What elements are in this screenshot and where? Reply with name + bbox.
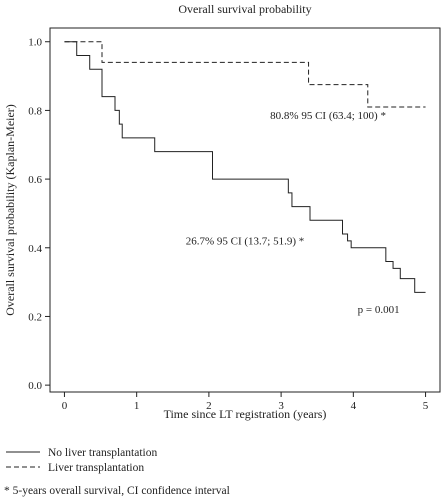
- x-axis-label: Time since LT registration (years): [164, 407, 327, 421]
- legend-label: No liver transplantation: [48, 447, 157, 459]
- legend-label: Liver transplantation: [48, 462, 144, 474]
- footnote: * 5-years overall survival, CI confidenc…: [4, 485, 230, 497]
- x-tick-label: 5: [423, 400, 429, 412]
- series-layer: [64, 41, 426, 293]
- y-tick-label: 0.4: [28, 243, 42, 255]
- x-tick-label: 1: [134, 400, 140, 412]
- y-tick-label: 0.6: [28, 174, 42, 186]
- y-axis: 0.0 0.2 0.4 0.6 0.8 1.0: [28, 37, 50, 392]
- y-tick-label: 1.0: [28, 37, 42, 49]
- annotation-label: 80.8% 95 CI (63.4; 100) *: [270, 110, 386, 122]
- y-tick-label: 0.8: [28, 105, 42, 117]
- series-line-liver-transplantation: [64, 41, 426, 108]
- y-tick-label: 0.0: [28, 380, 42, 392]
- annotation-label: p = 0.001: [358, 304, 400, 316]
- annotation-layer: 80.8% 95 CI (63.4; 100) * 26.7% 95 CI (13…: [186, 110, 400, 316]
- x-tick-label: 2: [206, 400, 212, 412]
- x-axis: 0 1 2 3 4 5: [62, 392, 429, 412]
- chart-title: Overall survival probability: [178, 2, 311, 16]
- series-line-no-liver-transplantation: [64, 41, 426, 293]
- y-axis-label: Overall survival probability (Kaplan-Mei…: [3, 104, 17, 316]
- legend: No liver transplantation Liver transplant…: [6, 447, 157, 474]
- x-tick-label: 3: [278, 400, 284, 412]
- x-tick-label: 0: [62, 400, 68, 412]
- annotation-label: 26.7% 95 CI (13.7; 51.9) *: [186, 235, 305, 247]
- plot-frame: [49, 27, 441, 393]
- y-tick-label: 0.2: [28, 311, 42, 323]
- x-tick-label: 4: [351, 400, 357, 412]
